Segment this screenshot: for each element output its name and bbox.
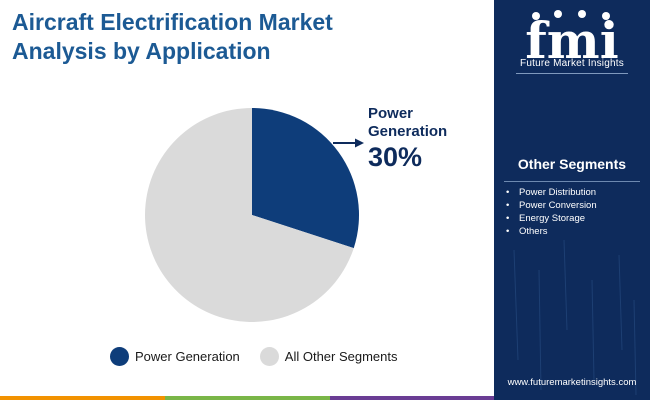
- pie-slice-power-generation: [252, 108, 359, 249]
- legend-label-all-other-segments: All Other Segments: [284, 349, 398, 364]
- pie-chart: [145, 108, 364, 323]
- bar-segment-orange: [0, 396, 165, 400]
- segments-title: Other Segments: [517, 156, 627, 172]
- legend: Power Generation All Other Segments: [110, 347, 418, 366]
- brand-name: Future Market Insights: [520, 58, 624, 69]
- logo-dot-icon-1: [532, 12, 540, 20]
- legend-swatch-power-generation: [110, 347, 129, 366]
- chart-title: Aircraft Electrification Market Analysis…: [12, 8, 482, 66]
- logo-dot-icon-2: [554, 10, 562, 18]
- segments-list: Power Distribution Power Conversion Ener…: [503, 186, 597, 238]
- pie-slice-all-other-segments: [145, 108, 354, 323]
- logo-dot-icon-3: [578, 10, 586, 18]
- legend-item-all-other-segments: All Other Segments: [259, 347, 398, 366]
- segment-item: Power Distribution: [503, 186, 597, 199]
- legend-swatch-all-other-segments: [259, 347, 279, 366]
- callout-arrow: [333, 138, 364, 148]
- title-line-2: Analysis by Application: [12, 38, 271, 64]
- fmi-logo: fmi: [525, 10, 619, 70]
- callout-label: Power Generation: [368, 105, 448, 140]
- segment-item: Power Conversion: [503, 199, 597, 212]
- segments-divider: [504, 181, 640, 182]
- segment-item: Energy Storage: [503, 212, 597, 225]
- decorative-streaks: [513, 240, 637, 396]
- callout-value: 30%: [368, 142, 423, 172]
- legend-item-power-generation: Power Generation: [110, 347, 240, 366]
- website-url: www.futuremarketinsights.com: [507, 377, 637, 388]
- segment-item: Others: [503, 225, 597, 238]
- bar-segment-green: [165, 396, 330, 400]
- logo-dot-icon-4: [602, 12, 610, 20]
- bar-segment-purple: [330, 396, 494, 400]
- logo-letters: fmi: [525, 11, 618, 70]
- legend-label-power-generation: Power Generation: [135, 349, 240, 364]
- bottom-color-bar: [0, 396, 494, 400]
- title-line-1: Aircraft Electrification Market: [12, 9, 333, 35]
- sidebar-panel: fmi Future Market Insights Other Segment…: [494, 0, 650, 400]
- slice-callout: Power Generation 30%: [368, 105, 458, 172]
- pie-slices: [145, 108, 359, 323]
- logo-divider: [516, 73, 628, 74]
